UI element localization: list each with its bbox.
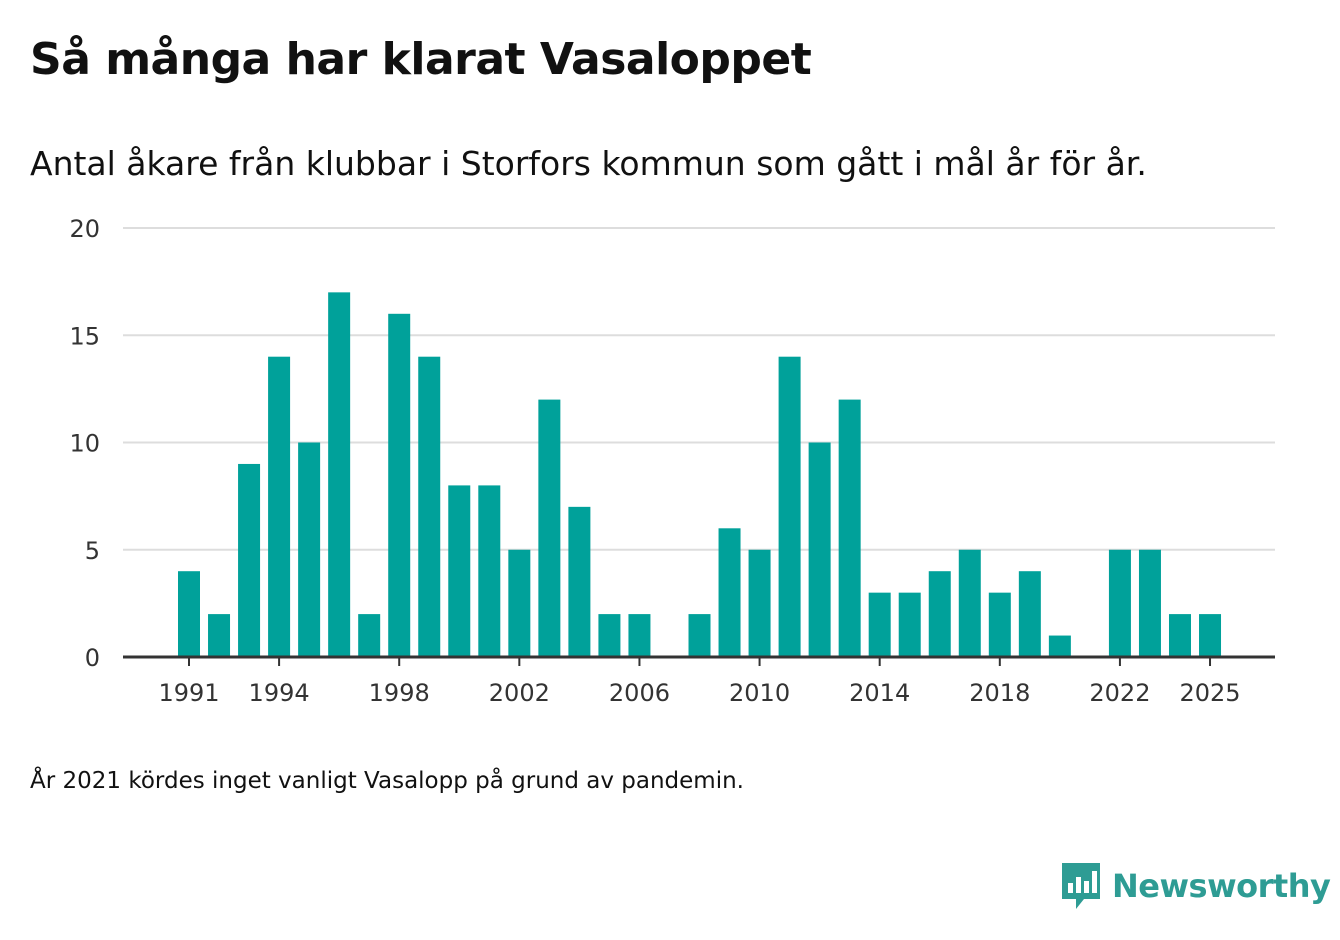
bar-2022 — [1108, 549, 1131, 657]
x-tick-label: 2022 — [1089, 679, 1150, 707]
y-tick-label: 0 — [85, 644, 100, 672]
bar-1995 — [298, 442, 321, 657]
newsworthy-logo-icon — [1062, 863, 1100, 909]
bar-1999 — [418, 356, 441, 657]
y-tick-label: 10 — [69, 430, 100, 458]
bar-2019 — [1018, 571, 1041, 657]
x-tick-label: 2018 — [969, 679, 1030, 707]
bar-2013 — [838, 399, 861, 657]
axes: 0 5 10 15 20 1991 1994 1998 2002 2006 2010 2014 2018… — [69, 215, 1275, 707]
bar-1997 — [358, 614, 381, 657]
bar-2023 — [1138, 549, 1161, 657]
gridlines — [123, 227, 1275, 551]
y-tick-label: 20 — [69, 215, 100, 243]
bar-1993 — [238, 463, 261, 657]
bar-2000 — [448, 485, 471, 657]
bar-2017 — [958, 549, 981, 657]
chart-title: Så många har klarat Vasaloppet — [30, 34, 812, 85]
bar-1992 — [208, 614, 231, 657]
bar-2016 — [928, 571, 951, 657]
bar-1994 — [268, 356, 291, 657]
bar-2025 — [1199, 614, 1222, 657]
chart-subtitle: Antal åkare från klubbar i Storfors komm… — [30, 144, 1147, 183]
bar-2015 — [898, 592, 921, 657]
bar-1991 — [178, 571, 200, 657]
brand-name: Newsworthy — [1112, 867, 1331, 905]
bar-1996 — [328, 292, 351, 657]
footnote: År 2021 kördes inget vanligt Vasalopp på… — [30, 768, 744, 794]
x-tick-label: 2006 — [609, 679, 670, 707]
bar-2020 — [1048, 635, 1071, 657]
bar-2002 — [508, 549, 531, 657]
bar-2005 — [598, 614, 621, 657]
bar-2006 — [628, 614, 651, 657]
bar-2012 — [808, 442, 831, 657]
x-tick-label: 1998 — [369, 679, 430, 707]
bar-2018 — [988, 592, 1011, 657]
bar-chart: 0 5 10 15 20 1991 1994 1998 2002 2006 2010 2014 2018… — [69, 215, 1275, 707]
y-tick-label: 5 — [85, 537, 100, 565]
x-tick-label: 2014 — [849, 679, 910, 707]
x-tick-label: 1991 — [158, 679, 219, 707]
bar-2014 — [868, 592, 891, 657]
bars — [178, 292, 1222, 657]
x-tick-label: 2010 — [729, 679, 790, 707]
bar-2011 — [778, 356, 801, 657]
bar-2001 — [478, 485, 501, 657]
brand-logo: Newsworthy — [1060, 860, 1331, 912]
bar-2010 — [748, 549, 771, 657]
bar-2009 — [718, 528, 741, 657]
bar-2003 — [538, 399, 561, 657]
bar-2008 — [688, 614, 711, 657]
bar-2004 — [568, 506, 591, 657]
bar-1998 — [388, 313, 411, 657]
x-tick-label: 2002 — [489, 679, 550, 707]
y-tick-label: 15 — [69, 322, 100, 350]
bar-2024 — [1168, 614, 1191, 657]
x-tick-label: 1994 — [249, 679, 310, 707]
x-tick-label: 2025 — [1179, 679, 1240, 707]
